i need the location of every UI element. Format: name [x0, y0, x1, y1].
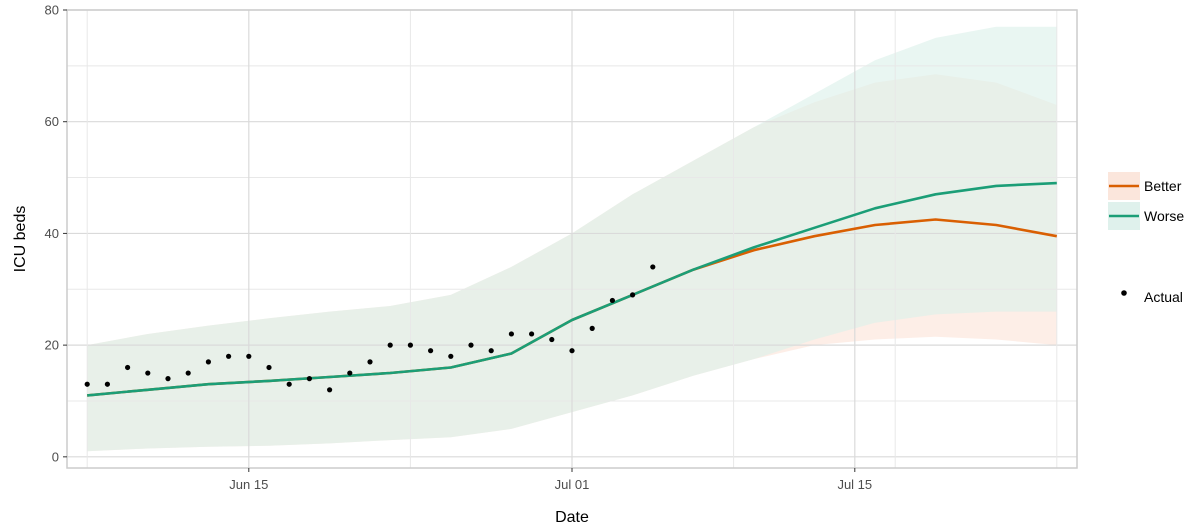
actual-point: [145, 370, 151, 376]
actual-point: [407, 342, 413, 348]
actual-point: [84, 381, 90, 387]
actual-point: [125, 364, 131, 371]
actual-point: [468, 342, 474, 348]
actual-point: [549, 336, 555, 343]
actual-point: [286, 381, 292, 387]
actual-point: [529, 331, 535, 337]
actual-point: [387, 342, 393, 348]
actual-point: [327, 387, 333, 393]
actual-point: [165, 376, 171, 382]
y-tick-label: 20: [45, 338, 59, 353]
actual-point: [650, 264, 656, 270]
actual-point: [104, 381, 110, 387]
legend-label-better: Better: [1144, 178, 1182, 194]
actual-point: [630, 292, 636, 298]
actual-point: [508, 331, 514, 337]
actual-point: [569, 348, 575, 354]
legend-label-actual: Actual: [1144, 289, 1183, 305]
y-tick-label: 40: [45, 226, 59, 241]
actual-point: [367, 359, 373, 365]
x-tick-label: Jul 15: [837, 477, 872, 492]
y-axis-title: ICU beds: [12, 206, 29, 273]
actual-point: [266, 364, 272, 371]
actual-points: [84, 264, 656, 393]
axis-ticks: 0 20 40 60 80 Jun 15 Jul 01 Jul 15: [45, 3, 873, 493]
y-tick-label: 80: [45, 3, 59, 18]
y-tick-label: 0: [52, 449, 59, 464]
actual-point: [306, 376, 312, 382]
actual-point: [428, 348, 434, 354]
actual-point: [246, 353, 252, 359]
actual-point: [226, 353, 232, 359]
legend: Better Worse Actual: [1108, 172, 1184, 305]
actual-point: [488, 348, 494, 354]
actual-point: [609, 297, 616, 304]
x-tick-label: Jun 15: [229, 477, 268, 492]
actual-point: [448, 353, 454, 359]
x-tick-label: Jul 01: [555, 477, 590, 492]
legend-label-worse: Worse: [1144, 208, 1184, 224]
line-worse: [87, 181, 1057, 397]
y-tick-label: 60: [45, 114, 59, 129]
series-lines: [87, 181, 1058, 397]
actual-point: [347, 370, 353, 376]
legend-key-actual: [1121, 290, 1127, 296]
x-axis-title: Date: [555, 509, 589, 525]
actual-point: [185, 370, 191, 376]
actual-point: [589, 325, 595, 331]
actual-point: [205, 359, 211, 365]
